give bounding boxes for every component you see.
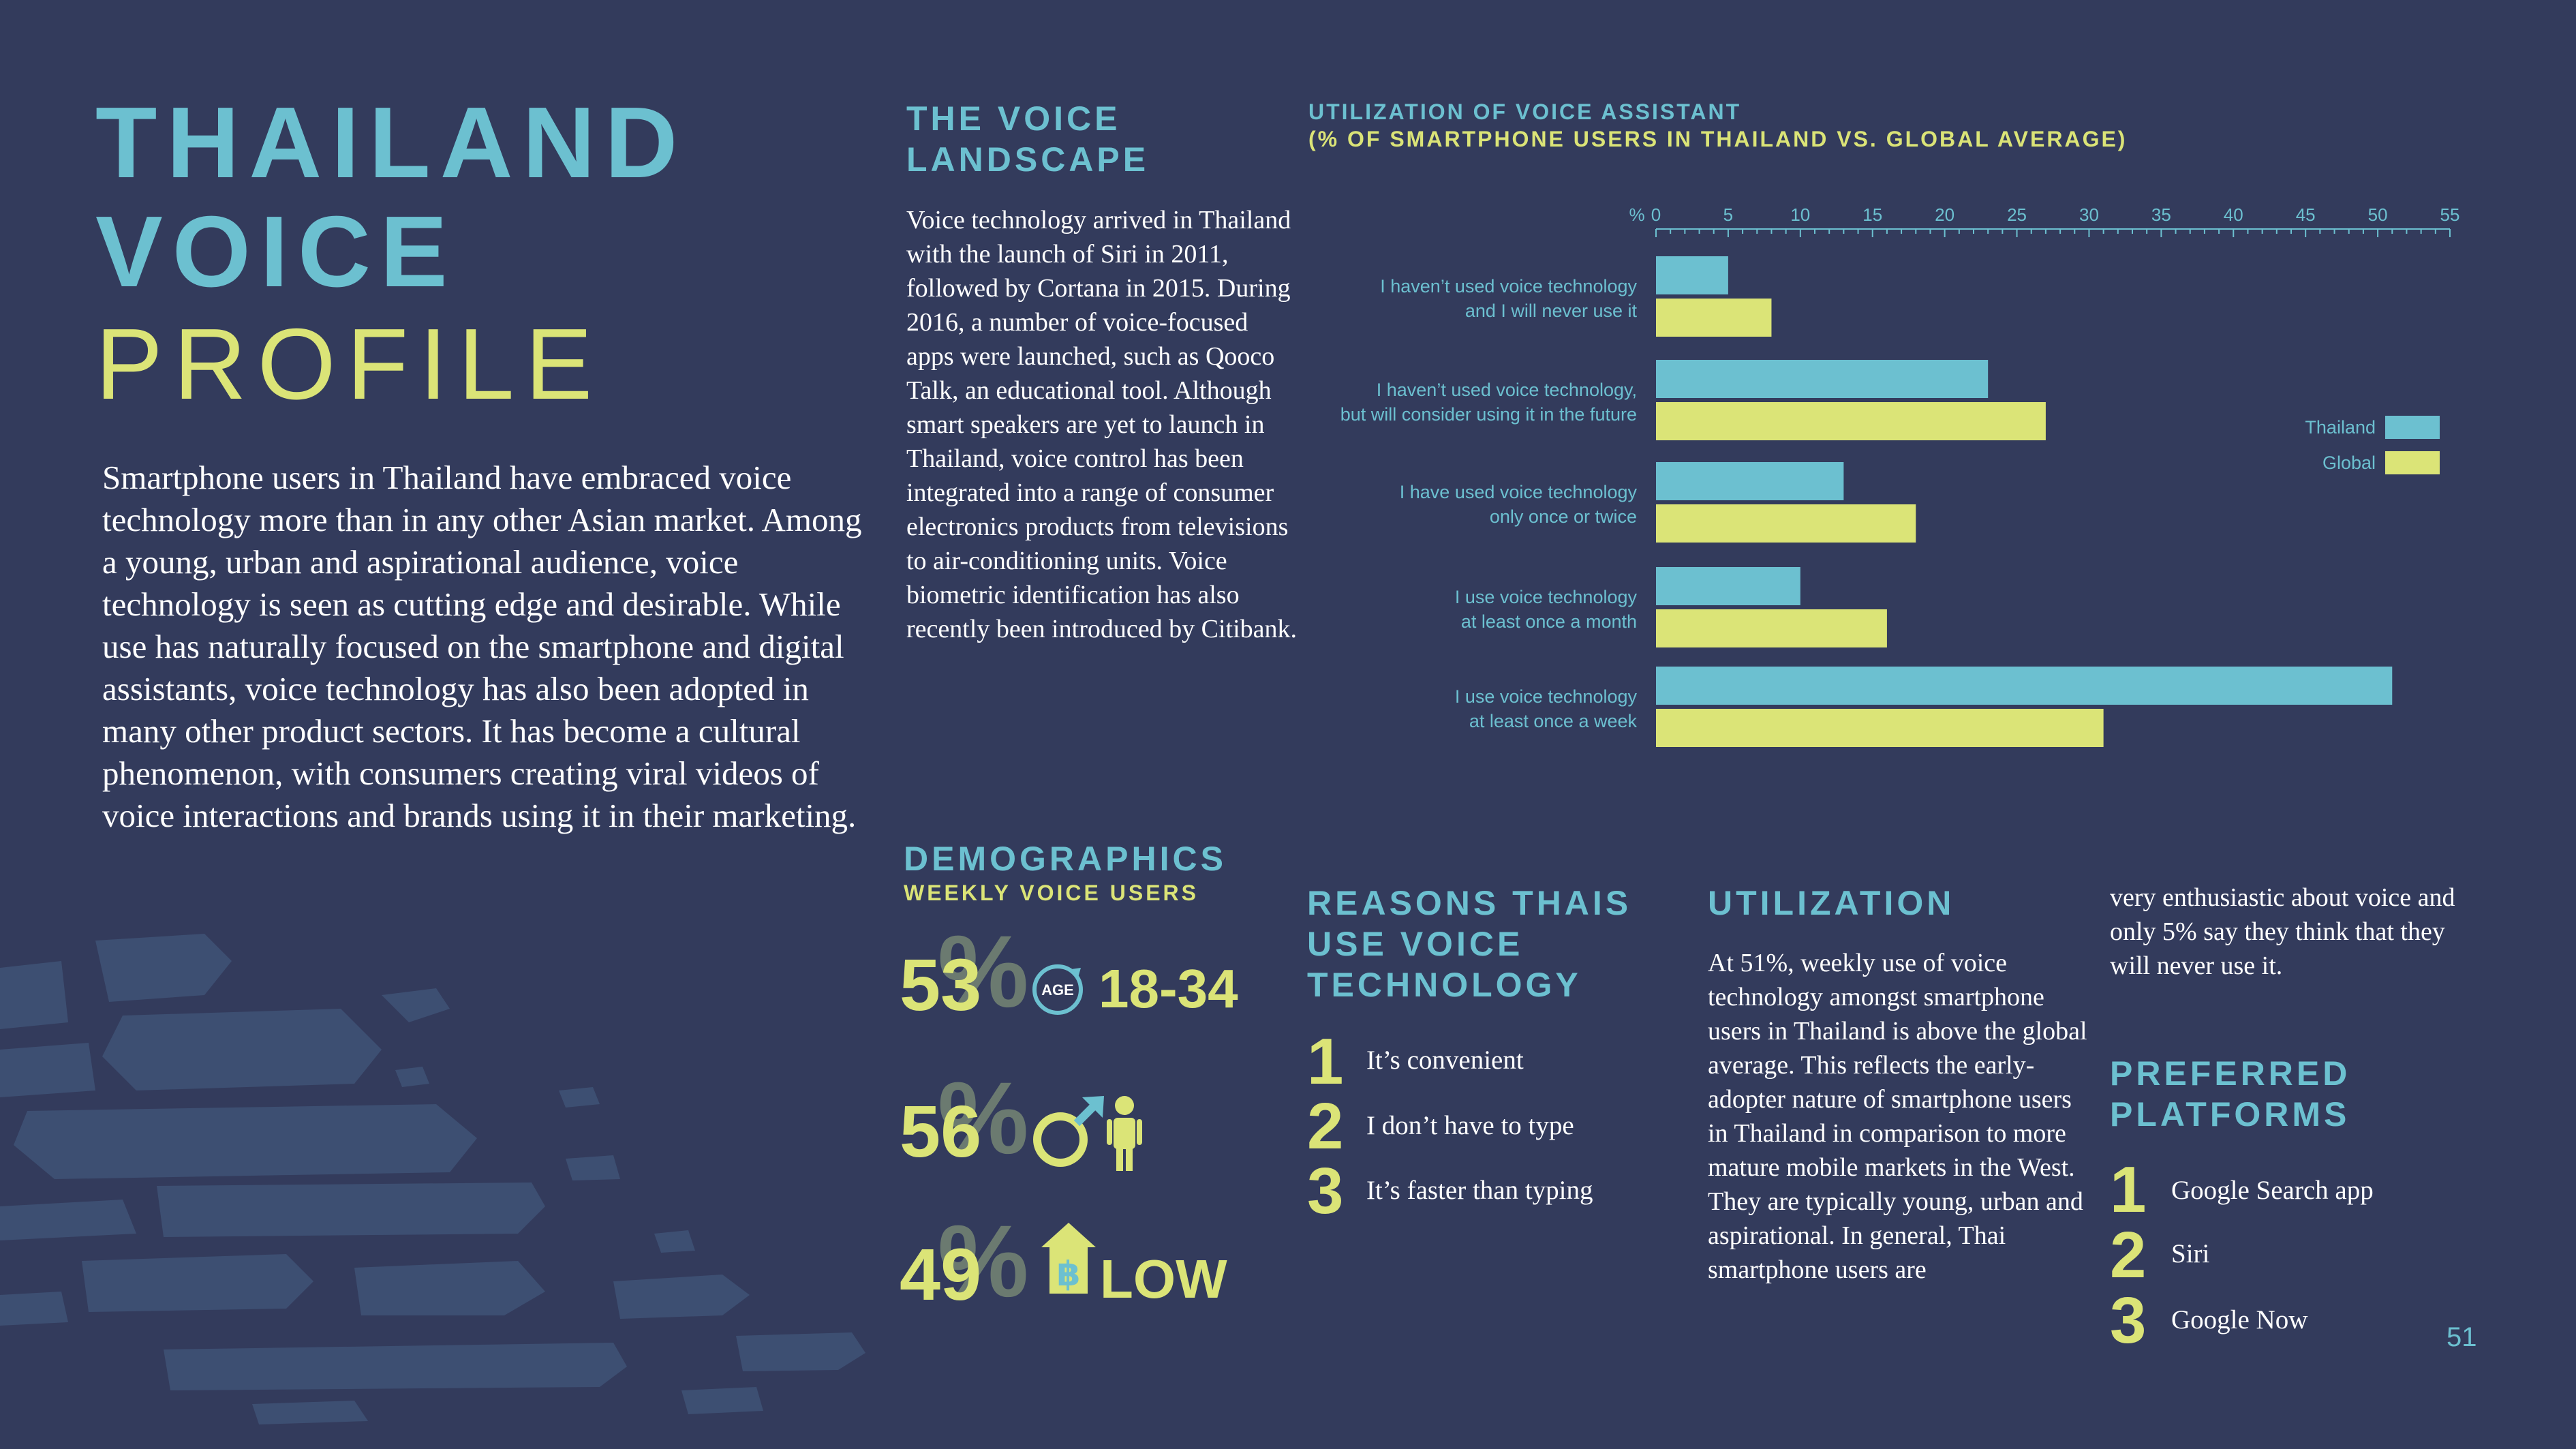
reason-text-1: It’s convenient (1366, 1046, 1524, 1075)
page-title-line-1: THAILAND (95, 87, 688, 199)
bar-global-2 (1656, 402, 2046, 440)
legend-label-global: Global (2322, 453, 2376, 473)
age-icon: AGE (1030, 962, 1085, 1017)
x-tick-label: 10 (1790, 204, 1810, 225)
utilization-body-continued: very enthusiastic about voice and only 5… (2110, 883, 2455, 980)
utilization-body: At 51%, weekly use of voice technology a… (1708, 949, 2087, 1284)
person-icon (1107, 1096, 1142, 1171)
category-label: I haven’t used voice technology (1380, 276, 1637, 296)
bar-global-4 (1656, 609, 1887, 647)
legend-label-thailand: Thailand (2305, 417, 2376, 438)
chart-subtitle: (% OF SMARTPHONE USERS IN THAILAND VS. G… (1308, 127, 2128, 151)
platform-number-2: 2 (2110, 1219, 2147, 1292)
x-tick-label: 0 (1651, 204, 1661, 225)
page-title-line-2: VOICE (95, 196, 457, 308)
landscape-body: Voice technology arrived in Thailand wit… (906, 206, 1297, 643)
bar-thailand-1 (1656, 256, 1728, 294)
x-tick-label: 30 (2079, 204, 2099, 225)
category-label: only once or twice (1490, 506, 1637, 527)
platforms-heading-2: PLATFORMS (2110, 1095, 2350, 1133)
intro-paragraph: Smartphone users in Thailand have embrac… (102, 459, 862, 834)
bar-thailand-5 (1656, 667, 2393, 705)
percent-sign: % (938, 914, 1029, 1028)
x-axis-unit: % (1629, 204, 1644, 225)
utilization-heading: UTILIZATION (1708, 884, 1955, 922)
platform-text-3: Google Now (2171, 1305, 2308, 1334)
percent-sign: % (938, 1061, 1029, 1175)
demographic-value-male: 56 (900, 1090, 982, 1172)
x-tick-label: 25 (2007, 204, 2027, 225)
baht-house-icon: ฿ (1040, 1220, 1097, 1296)
baht-symbol: ฿ (1057, 1254, 1081, 1294)
reasons-heading-1: REASONS THAIS (1307, 884, 1632, 922)
reason-number-1: 1 (1307, 1025, 1344, 1098)
x-tick-label: 55 (2440, 204, 2460, 225)
category-label: I have used voice technology (1400, 482, 1638, 502)
demographic-label-age: 18-34 (1099, 958, 1238, 1019)
platform-text-1: Google Search app (2171, 1176, 2374, 1205)
page-title-line-3: PROFILE (95, 308, 604, 421)
platform-number-1: 1 (2110, 1153, 2147, 1226)
demographics-subheading: WEEKLY VOICE USERS (904, 881, 1199, 905)
x-tick-label: 20 (1935, 204, 1954, 225)
bar-global-5 (1656, 709, 2104, 747)
reason-text-2: I don’t have to type (1366, 1111, 1574, 1140)
x-tick-label: 15 (1862, 204, 1882, 225)
category-label: and I will never use it (1465, 301, 1638, 321)
reasons-heading-3: TECHNOLOGY (1307, 966, 1582, 1004)
utilization-bar-chart: % 0 5 10 15 20 25 30 35 40 45 50 55 I haven’t used vo… (1340, 204, 2460, 747)
category-label: I use voice technology (1455, 686, 1638, 707)
bar-global-1 (1656, 299, 1772, 337)
demographic-value-age: 53 (900, 943, 982, 1026)
platform-number-3: 3 (2110, 1284, 2147, 1357)
demographic-label-income: LOW (1100, 1249, 1227, 1309)
x-tick-label: 5 (1723, 204, 1733, 225)
category-label: I haven’t used voice technology, (1377, 380, 1637, 400)
demographic-value-income: 49 (900, 1233, 982, 1315)
bar-thailand-2 (1656, 360, 1989, 398)
platform-text-2: Siri (2171, 1239, 2210, 1268)
legend-swatch-thailand (2385, 416, 2440, 439)
bar-thailand-4 (1656, 567, 1800, 605)
x-tick-label: 45 (2296, 204, 2316, 225)
demographics-heading: DEMOGRAPHICS (904, 840, 1227, 878)
platforms-heading-1: PREFERRED (2110, 1054, 2351, 1093)
male-icon (1029, 1090, 1152, 1172)
category-label: I use voice technology (1455, 587, 1638, 607)
category-label: at least once a month (1461, 611, 1637, 632)
landscape-heading-1: THE VOICE (906, 100, 1121, 138)
reasons-heading-2: USE VOICE (1307, 925, 1524, 963)
x-tick-label: 50 (2368, 204, 2388, 225)
legend-swatch-global (2385, 451, 2440, 474)
bar-global-3 (1656, 504, 1916, 543)
reason-number-2: 2 (1307, 1090, 1344, 1163)
bar-thailand-3 (1656, 462, 1844, 500)
landscape-heading-2: LANDSCAPE (906, 140, 1150, 179)
category-label: but will consider using it in the future (1340, 404, 1637, 425)
age-icon-text: AGE (1041, 981, 1074, 998)
map-decoration (0, 934, 865, 1424)
percent-sign: % (938, 1204, 1029, 1318)
reason-number-3: 3 (1307, 1155, 1344, 1227)
x-tick-label: 35 (2151, 204, 2171, 225)
x-tick-label: 40 (2224, 204, 2243, 225)
chart-title: UTILIZATION OF VOICE ASSISTANT (1308, 100, 1742, 124)
reason-text-3: It’s faster than typing (1366, 1176, 1593, 1205)
page-number: 51 (2447, 1322, 2477, 1352)
category-label: at least once a week (1469, 711, 1638, 731)
